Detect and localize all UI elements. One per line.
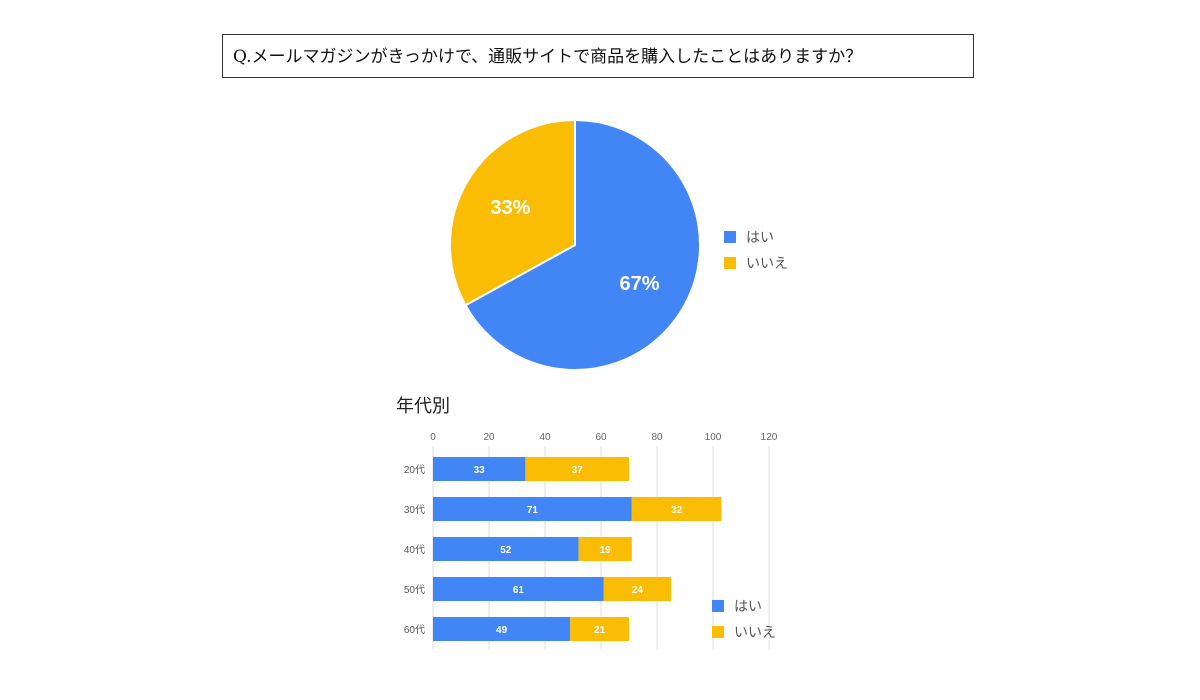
- y-category-label: 20代: [404, 464, 425, 476]
- pie-label-yes: 67%: [620, 273, 660, 295]
- x-tick-label: 120: [761, 432, 778, 443]
- pie-slice-no: [449, 118, 576, 307]
- bar-segment-no: [578, 537, 632, 561]
- question-title: Q.メールマガジンがきっかけで、通販サイトで商品を購入したことはありますか？: [222, 34, 974, 78]
- pie-legend-swatch-no: [724, 257, 736, 269]
- x-tick-label: 0: [430, 432, 436, 443]
- pie-label-no: 33%: [490, 197, 530, 219]
- x-tick-label: 40: [539, 432, 551, 443]
- pie-legend-item-no: いいえ: [724, 250, 788, 276]
- bar-chart: 0 20 40 60 80 100 120 20代 33 37 30代 71 32 40代 52 19 50代 6…: [404, 432, 778, 649]
- bar-value-label: 37: [572, 465, 584, 476]
- bar-legend-swatch-yes: [712, 600, 724, 612]
- bar-value-label: 24: [632, 585, 644, 596]
- bar-segment-yes: [433, 617, 571, 641]
- x-tick-label: 60: [595, 432, 607, 443]
- bar-segment-no: [570, 617, 629, 641]
- bar-segment-yes: [433, 457, 526, 481]
- bar-value-label: 19: [600, 545, 612, 556]
- bar-value-label: 33: [474, 465, 486, 476]
- bar-segment-no: [603, 577, 671, 601]
- pie-legend: はい いいえ: [724, 224, 788, 276]
- bar-legend: はい いいえ: [712, 593, 776, 645]
- bar-value-label: 49: [496, 625, 508, 636]
- pie-legend-label-no: いいえ: [746, 256, 788, 272]
- pie-legend-swatch-yes: [724, 231, 736, 243]
- x-tick-label: 20: [483, 432, 495, 443]
- bar-legend-label-yes: はい: [734, 599, 762, 615]
- y-category-label: 40代: [404, 544, 425, 556]
- bar-segment-no: [525, 457, 629, 481]
- bar-segment-yes: [433, 577, 604, 601]
- pie-legend-label-yes: はい: [746, 230, 774, 246]
- bar-value-label: 61: [513, 585, 525, 596]
- pie-legend-item-yes: はい: [724, 224, 788, 250]
- pie-slice-yes: [464, 118, 701, 371]
- bar-legend-label-no: いいえ: [734, 625, 776, 641]
- y-category-label: 30代: [404, 504, 425, 516]
- bar-segment-yes: [433, 537, 579, 561]
- bar-value-label: 21: [594, 625, 606, 636]
- x-tick-label: 80: [651, 432, 663, 443]
- pie-chart: 67% 33%: [449, 118, 701, 371]
- bar-value-label: 71: [527, 505, 539, 516]
- bar-legend-item-yes: はい: [712, 593, 776, 619]
- bar-legend-item-no: いいえ: [712, 619, 776, 645]
- bar-legend-swatch-no: [712, 626, 724, 638]
- bar-value-label: 32: [671, 505, 683, 516]
- y-category-label: 50代: [404, 584, 425, 596]
- x-tick-label: 100: [705, 432, 722, 443]
- bar-segment-no: [631, 497, 722, 521]
- bar-value-label: 52: [500, 545, 512, 556]
- section-title: 年代別: [396, 396, 450, 417]
- y-category-label: 60代: [404, 624, 425, 636]
- bar-segment-yes: [433, 497, 632, 521]
